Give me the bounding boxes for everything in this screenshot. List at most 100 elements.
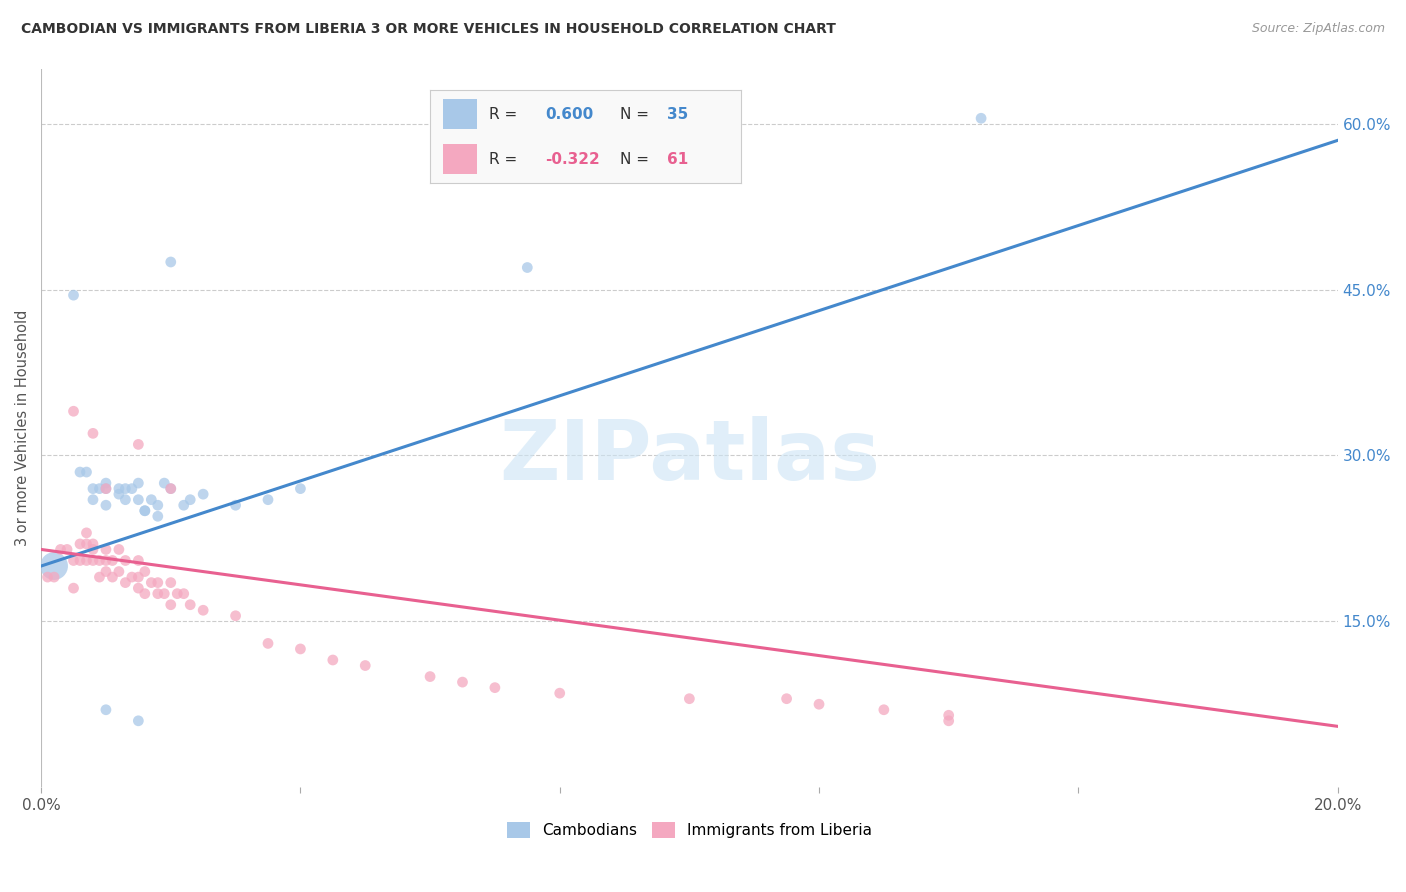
Point xyxy=(62,404,84,418)
Point xyxy=(114,575,136,590)
Point xyxy=(94,565,117,579)
Point xyxy=(146,509,169,524)
Point xyxy=(101,570,124,584)
Point xyxy=(257,492,280,507)
Point xyxy=(678,691,700,706)
Point xyxy=(69,537,91,551)
Point xyxy=(127,581,149,595)
Legend: Cambodians, Immigrants from Liberia: Cambodians, Immigrants from Liberia xyxy=(501,816,879,844)
Point xyxy=(775,691,797,706)
Point xyxy=(49,542,72,557)
Point xyxy=(484,681,506,695)
Point xyxy=(134,565,156,579)
Point xyxy=(114,553,136,567)
Point xyxy=(69,553,91,567)
Point xyxy=(108,487,131,501)
Point xyxy=(89,482,111,496)
Point xyxy=(808,697,831,711)
Point xyxy=(94,542,117,557)
Point xyxy=(159,575,181,590)
Text: CAMBODIAN VS IMMIGRANTS FROM LIBERIA 3 OR MORE VEHICLES IN HOUSEHOLD CORRELATION: CAMBODIAN VS IMMIGRANTS FROM LIBERIA 3 O… xyxy=(21,22,837,37)
Point xyxy=(173,587,195,601)
Point xyxy=(127,553,149,567)
Point xyxy=(290,482,312,496)
Point xyxy=(179,492,201,507)
Point xyxy=(82,553,104,567)
Point xyxy=(146,498,169,512)
Point xyxy=(516,260,538,275)
Point xyxy=(37,570,59,584)
Point xyxy=(159,482,181,496)
Point xyxy=(42,559,65,574)
Point xyxy=(114,492,136,507)
Point xyxy=(179,598,201,612)
Point xyxy=(159,598,181,612)
Point xyxy=(146,587,169,601)
Point xyxy=(193,603,215,617)
Point xyxy=(127,437,149,451)
Point xyxy=(938,708,960,723)
Point xyxy=(82,482,104,496)
Point xyxy=(873,703,896,717)
Point xyxy=(548,686,571,700)
Point xyxy=(141,492,163,507)
Point xyxy=(82,542,104,557)
Point xyxy=(153,476,176,491)
Point xyxy=(42,570,65,584)
Point xyxy=(153,587,176,601)
Point xyxy=(76,537,98,551)
Point xyxy=(159,482,181,496)
Point xyxy=(69,465,91,479)
Point xyxy=(82,537,104,551)
Point xyxy=(108,542,131,557)
Point xyxy=(134,587,156,601)
Point xyxy=(127,476,149,491)
Point xyxy=(62,288,84,302)
Point xyxy=(121,482,143,496)
Point xyxy=(225,608,247,623)
Point xyxy=(146,575,169,590)
Point xyxy=(354,658,377,673)
Point xyxy=(419,670,441,684)
Point xyxy=(290,642,312,657)
Point xyxy=(108,482,131,496)
Text: Source: ZipAtlas.com: Source: ZipAtlas.com xyxy=(1251,22,1385,36)
Point xyxy=(322,653,344,667)
Text: ZIPatlas: ZIPatlas xyxy=(499,416,880,497)
Point xyxy=(134,504,156,518)
Point xyxy=(173,498,195,512)
Point xyxy=(159,255,181,269)
Point xyxy=(970,112,993,126)
Point xyxy=(121,570,143,584)
Point xyxy=(166,587,188,601)
Point xyxy=(94,703,117,717)
Point xyxy=(938,714,960,728)
Point xyxy=(94,498,117,512)
Point xyxy=(94,476,117,491)
Y-axis label: 3 or more Vehicles in Household: 3 or more Vehicles in Household xyxy=(15,310,30,546)
Point xyxy=(127,570,149,584)
Point xyxy=(89,570,111,584)
Point xyxy=(82,492,104,507)
Point xyxy=(56,542,79,557)
Point xyxy=(76,525,98,540)
Point xyxy=(141,575,163,590)
Point xyxy=(257,636,280,650)
Point xyxy=(451,675,474,690)
Point xyxy=(76,553,98,567)
Point xyxy=(94,482,117,496)
Point xyxy=(101,553,124,567)
Point xyxy=(89,553,111,567)
Point xyxy=(225,498,247,512)
Point xyxy=(62,553,84,567)
Point xyxy=(94,482,117,496)
Point xyxy=(114,482,136,496)
Point xyxy=(76,465,98,479)
Point xyxy=(82,426,104,441)
Point xyxy=(134,504,156,518)
Point xyxy=(193,487,215,501)
Point xyxy=(62,581,84,595)
Point xyxy=(108,565,131,579)
Point xyxy=(127,714,149,728)
Point xyxy=(94,553,117,567)
